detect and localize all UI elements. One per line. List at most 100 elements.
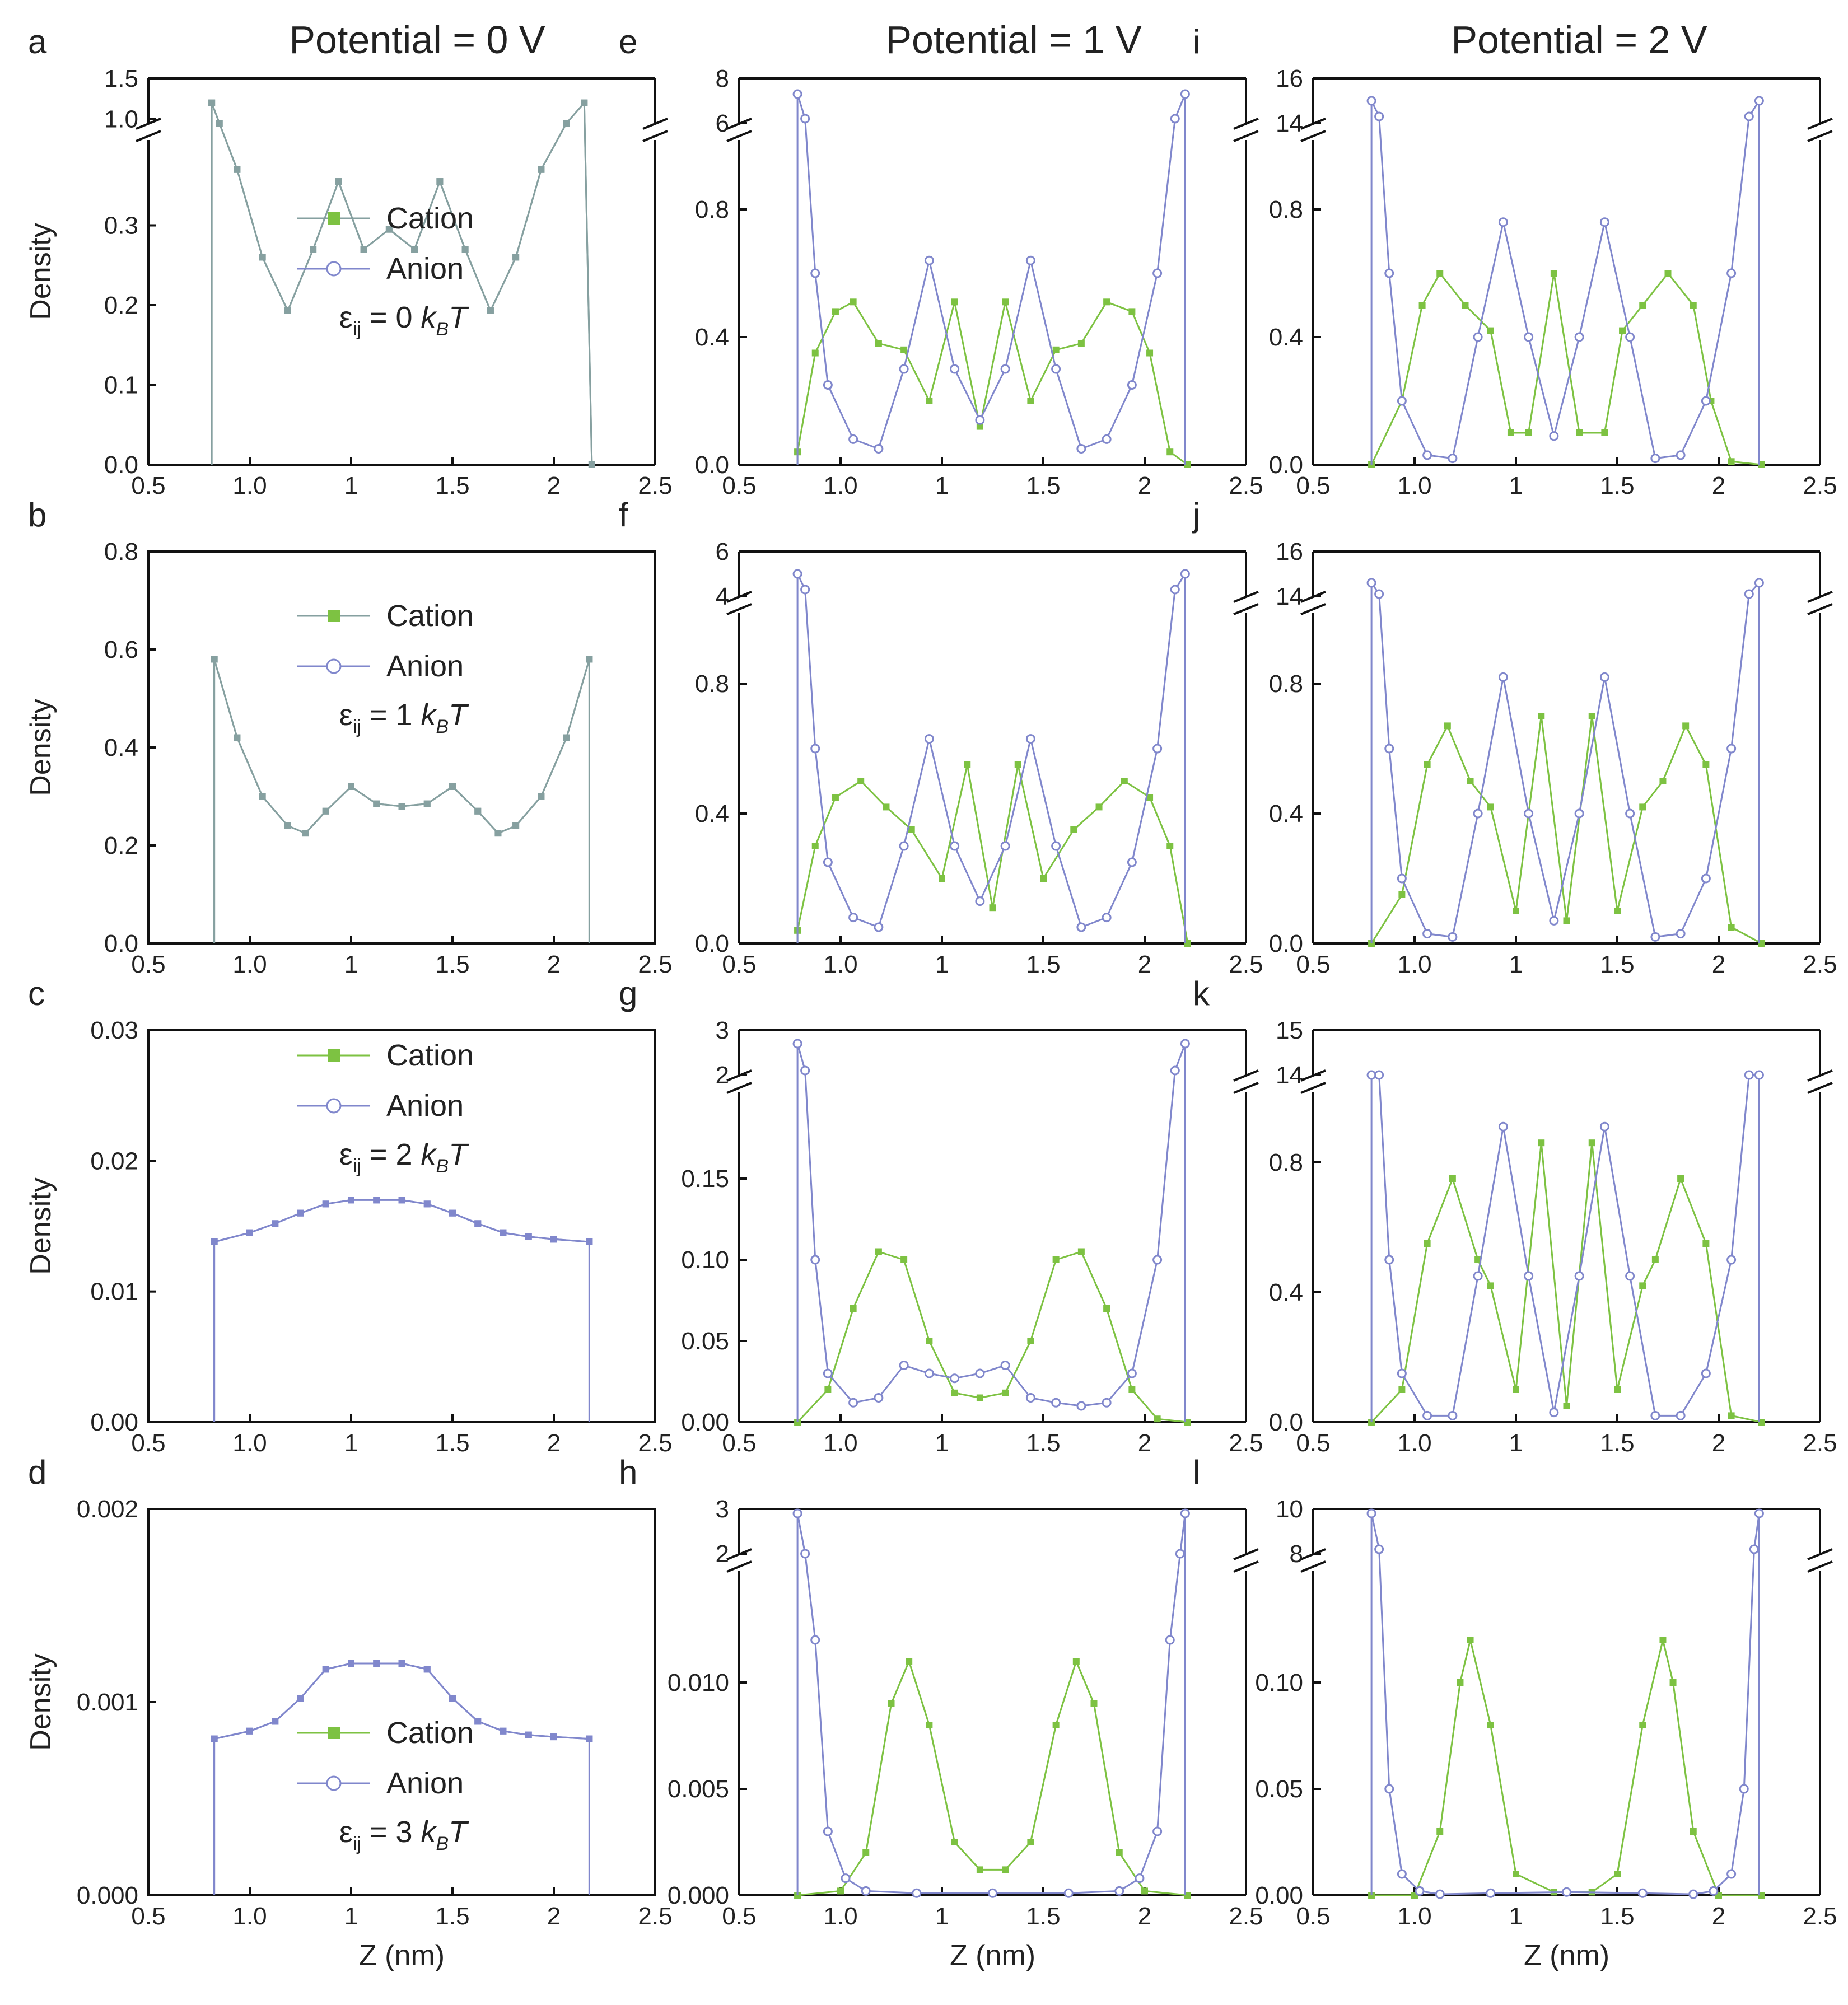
data-point [487, 307, 494, 314]
axes-frame: 0.000 0.001 0.002 0.5 1.0 1 1.5 2 2.5 [77, 1495, 673, 1930]
legend-marker-anion [326, 658, 342, 674]
legend-anion-label: Anion [386, 252, 464, 286]
data-point [950, 841, 960, 851]
panel-letter: i [1193, 23, 1200, 60]
legend-marker-cation [328, 1727, 340, 1739]
data-point [1052, 1722, 1060, 1728]
column-title-0: Potential = 0 V [289, 18, 545, 62]
data-point [976, 1394, 983, 1401]
data-point [1576, 429, 1583, 436]
data-point [1051, 364, 1061, 374]
y-tick-label: 6 [716, 538, 729, 565]
series-line [1370, 100, 1760, 465]
data-point [832, 794, 839, 801]
data-point [1498, 1121, 1508, 1132]
y-tick-label: 14 [1276, 583, 1303, 610]
axis-break-mark [1233, 603, 1259, 615]
data-point [550, 1236, 557, 1243]
y-tick-label: 1.5 [104, 65, 138, 92]
data-point [1448, 454, 1458, 464]
x-tick-label: 1.0 [232, 1903, 267, 1930]
data-point [335, 178, 342, 185]
data-point [1690, 1828, 1697, 1835]
data-point [348, 783, 354, 790]
x-tick-label: 2 [547, 472, 561, 499]
data-point [1102, 913, 1112, 923]
legend-cation-label: Cation [386, 1716, 474, 1750]
x-tick-label: 2 [1712, 472, 1725, 499]
data-point [500, 1727, 507, 1735]
data-point [1374, 1544, 1384, 1554]
data-point [1436, 270, 1444, 277]
data-point [926, 1338, 933, 1344]
data-point [1146, 349, 1154, 357]
x-tick-label: 1.0 [232, 951, 267, 978]
data-point [1639, 803, 1646, 811]
y-tick-label: 0.05 [681, 1328, 729, 1355]
series-cation [1368, 713, 1765, 947]
data-point [1676, 929, 1686, 939]
data-point [823, 380, 833, 390]
data-point [1625, 808, 1635, 819]
data-point [1487, 1282, 1494, 1289]
data-point [1728, 1412, 1735, 1419]
series-line [797, 1251, 1188, 1423]
x-tick-label: 2.5 [1803, 1429, 1837, 1457]
axes-frame: 14 16 0.0 0.4 0.8 0.5 1.0 1 1.5 2 2.5 [1269, 65, 1837, 499]
x-tick-label: 1.5 [435, 951, 469, 978]
y-tick-label: 0.0 [695, 930, 729, 957]
data-point [1170, 114, 1180, 124]
x-tick-label: 1.5 [435, 472, 469, 499]
series-line [1371, 1142, 1762, 1423]
data-point [1103, 298, 1110, 306]
data-point [1599, 1121, 1609, 1132]
x-axis-title: Z (nm) [950, 1939, 1035, 1972]
data-point [1424, 1240, 1431, 1247]
data-point [964, 761, 971, 768]
data-point [875, 1248, 882, 1255]
data-point [211, 1735, 218, 1742]
data-point [1701, 1368, 1711, 1378]
y-tick-label: 15 [1276, 1017, 1303, 1044]
data-point [1000, 1361, 1010, 1370]
data-point [1040, 875, 1047, 882]
data-point [1650, 454, 1660, 464]
x-tick-label: 0.5 [131, 1429, 165, 1457]
data-point [811, 349, 819, 357]
data-point [1726, 1255, 1737, 1265]
data-point [1180, 569, 1190, 579]
data-point [208, 99, 216, 106]
data-point [1415, 1886, 1425, 1896]
data-point [924, 1368, 934, 1378]
panel-letter: h [619, 1453, 637, 1491]
data-point [1563, 917, 1570, 924]
data-point [211, 1238, 218, 1245]
data-point [474, 807, 482, 815]
data-point [1507, 429, 1514, 436]
series-anion [208, 99, 595, 468]
data-point [1588, 713, 1595, 719]
data-point [1052, 346, 1060, 353]
legend-cation-label: Cation [386, 599, 474, 633]
axis-break-mark [1233, 1082, 1259, 1094]
data-point [810, 1255, 820, 1265]
data-point [1444, 722, 1451, 730]
y-tick-label: 14 [1276, 110, 1303, 137]
legend-anion-label: Anion [386, 1766, 464, 1800]
data-point [1677, 1175, 1684, 1182]
data-point [1487, 1722, 1494, 1728]
y-tick-label: 0.0 [1269, 451, 1303, 479]
x-tick-label: 2 [1138, 472, 1151, 499]
series-line [797, 1660, 1188, 1896]
x-tick-label: 1 [1509, 1429, 1523, 1457]
y-axis-title: Density [25, 1177, 57, 1274]
panel-c: 0.00 0.01 0.02 0.03 0.5 1.0 1 1.5 2 2.5 Density c Ca… [25, 975, 673, 1457]
axis-break-mark [1807, 591, 1833, 603]
data-point [302, 830, 309, 837]
x-tick-label: 1.0 [1397, 1903, 1431, 1930]
data-point [563, 734, 570, 741]
panel-g: 2 3 0.00 0.05 0.10 0.15 0.5 1.0 1 1.5 2 2.5 g [619, 975, 1263, 1457]
data-point [1025, 734, 1035, 744]
data-point [1027, 398, 1034, 404]
data-point [951, 1389, 958, 1396]
